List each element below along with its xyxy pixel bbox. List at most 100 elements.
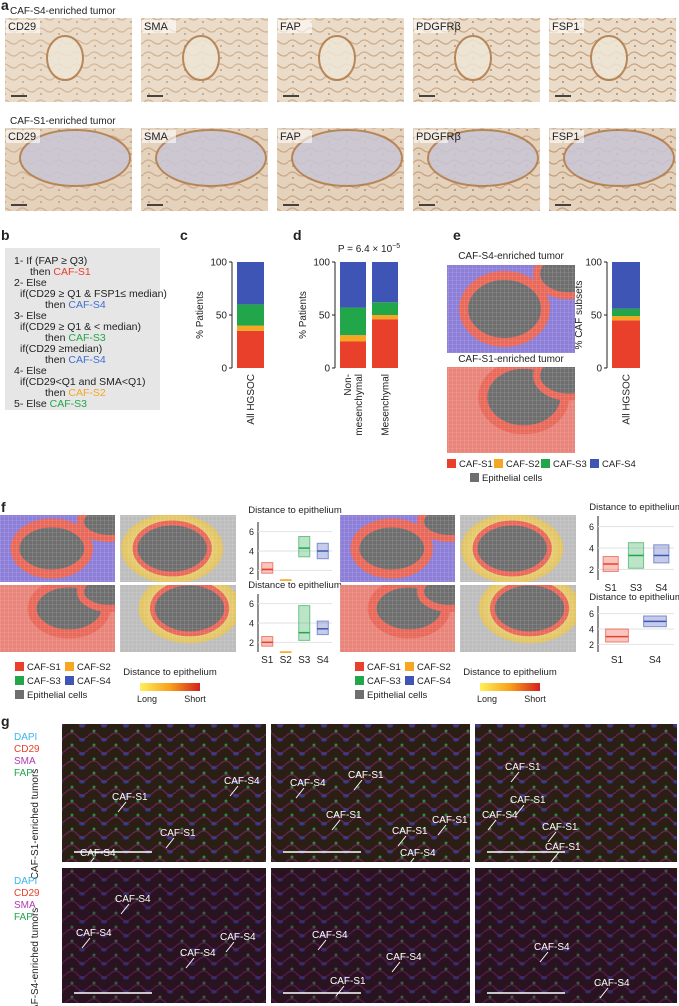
panel-label: c <box>180 227 188 243</box>
algorithm-text: if(CD29 ≥ Q1 & < median) <box>20 321 141 333</box>
label-bg <box>142 20 176 33</box>
x-tick-label: S3 <box>298 655 311 666</box>
arrow <box>550 851 560 863</box>
legend-label: CAF-S4 <box>417 676 451 687</box>
y-tick-label: 6 <box>249 599 254 609</box>
arrow <box>85 857 95 869</box>
stain-label: PDGFRβ <box>416 131 461 143</box>
algorithm-line: if(CD29<Q1 and SMA<Q1) <box>20 376 145 388</box>
y-tick-label: 50 <box>216 311 228 322</box>
spatial-map <box>340 515 455 582</box>
legend-label: CAF-S1 <box>27 662 61 673</box>
panel-label: e <box>453 227 461 243</box>
arrow <box>165 837 175 849</box>
cell-annotation: CAF-S1 <box>432 815 468 826</box>
y-tick-label: 2 <box>589 565 594 575</box>
map-title: CAF-S1-enriched tumor <box>458 354 564 365</box>
cell-annotation: CAF-S4 <box>312 930 348 941</box>
y-tick-label: 50 <box>319 311 331 322</box>
arrow <box>353 779 363 791</box>
bar-segment <box>372 302 398 315</box>
arrow <box>487 819 497 831</box>
ihc-nest <box>563 129 675 187</box>
algorithm-line: if(CD29 ≥ Q1 & FSP1≤ median) <box>20 288 167 300</box>
x-tick-label: All HGSOC <box>622 374 633 425</box>
cell-annotation: CAF-S4 <box>80 848 116 859</box>
legend-label: CAF-S3 <box>553 459 587 470</box>
algorithm-text: 2- Else <box>14 277 47 289</box>
legend-label: CAF-S2 <box>417 662 451 673</box>
bar-segment <box>237 304 264 326</box>
algorithm-text: then <box>45 354 68 366</box>
y-tick-label: 100 <box>585 258 602 269</box>
x-tick-label: Mesenchymal <box>381 374 392 436</box>
arrow <box>510 771 520 783</box>
row-title: CAF-S1-enriched tumor <box>10 116 116 127</box>
colorbar-high: Short <box>524 694 546 704</box>
colorbar-high: Short <box>184 694 206 704</box>
algorithm-line: 1- If (FAP ≥ Q3) <box>14 255 87 267</box>
legend-label: Epithelial cells <box>27 690 87 701</box>
map-grid <box>447 367 575 453</box>
stain-label: SMA <box>144 131 169 143</box>
row-title: CAF-S4-enriched tumor <box>10 6 116 17</box>
legend-label: CAF-S4 <box>602 459 636 470</box>
algorithm-text: then <box>45 299 68 311</box>
spatial-map <box>447 265 575 353</box>
ihc-nest <box>291 129 403 187</box>
legend-swatch <box>405 662 414 671</box>
legend-swatch <box>355 690 364 699</box>
bar-segment <box>372 319 398 368</box>
bar-segment <box>340 262 366 308</box>
box-title: Distance to epithelium <box>248 580 342 591</box>
bar-segment <box>237 325 264 331</box>
algorithm-line: then CAF-S4 <box>45 299 106 311</box>
bar-segment <box>612 262 640 309</box>
x-tick-label: S3 <box>630 583 643 594</box>
y-tick-label: 6 <box>589 522 594 532</box>
x-tick-label: S2 <box>280 655 293 666</box>
arrow <box>547 831 557 843</box>
map-grid <box>120 585 236 652</box>
legend-swatch <box>15 662 24 671</box>
label-bg <box>414 130 448 143</box>
cell-annotation: CAF-S4 <box>290 778 326 789</box>
ihc-nest <box>46 35 84 81</box>
algorithm-text: CAF-S4 <box>68 354 106 366</box>
ihc-nest <box>454 35 492 81</box>
algorithm-text: if(CD29 ≥ Q1 & FSP1≤ median) <box>20 288 167 300</box>
cell-annotation: CAF-S1 <box>392 826 428 837</box>
map-grid <box>460 515 576 582</box>
spatial-map <box>460 585 576 652</box>
spatial-map <box>447 367 575 453</box>
spatial-map <box>120 515 236 582</box>
y-tick-label: 4 <box>589 544 594 554</box>
arrow <box>515 804 525 816</box>
marker-label: FAP <box>14 912 33 923</box>
stain-label: PDGFRβ <box>416 21 461 33</box>
map-title: CAF-S4-enriched tumor <box>458 251 564 262</box>
algorithm-line: 3- Else <box>14 310 47 322</box>
algorithm-text: CAF-S2 <box>68 387 106 399</box>
algorithm-text: CAF-S3 <box>50 398 88 410</box>
row-title: CAF-S4-enriched tumors <box>30 908 41 1006</box>
legend-swatch <box>470 473 479 482</box>
colorbar-low: Long <box>137 694 157 704</box>
legend-label: Epithelial cells <box>367 690 427 701</box>
legend-label: CAF-S1 <box>367 662 401 673</box>
box <box>261 636 274 647</box>
if-texture <box>271 868 470 1003</box>
legend-swatch <box>15 676 24 685</box>
legend-swatch <box>494 459 503 468</box>
stain-label: CD29 <box>8 21 36 33</box>
spatial-map <box>0 515 115 582</box>
label-bg <box>278 130 312 143</box>
x-tick-label: S4 <box>649 655 662 666</box>
y-tick-label: 4 <box>249 619 254 629</box>
bar-segment <box>372 315 398 320</box>
marker-label: FAP <box>14 768 33 779</box>
stain-label: FSP1 <box>552 131 580 143</box>
arrow <box>405 857 415 869</box>
panel-label: d <box>293 227 302 243</box>
cell-annotation: CAF-S4 <box>76 928 112 939</box>
